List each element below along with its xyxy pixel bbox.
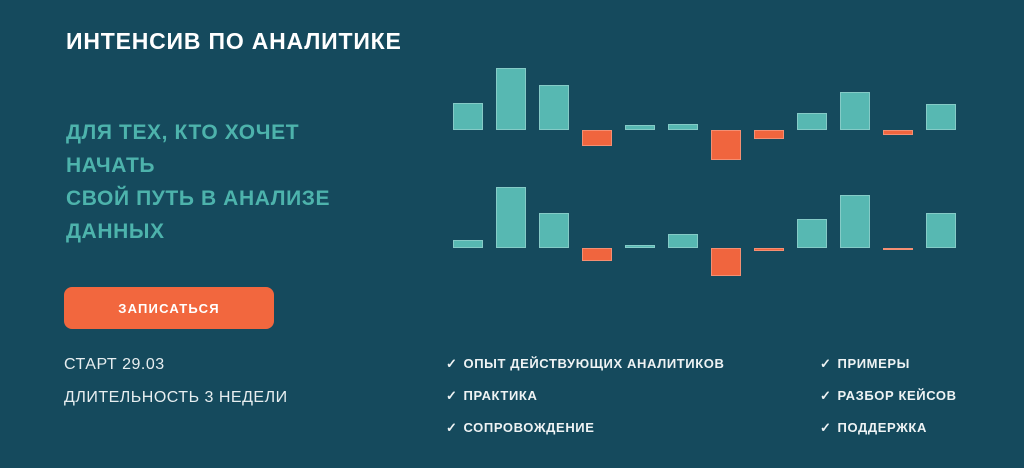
chart-bar: [797, 113, 827, 130]
feature-item: ✓ ОПЫТ ДЕЙСТВУЮЩИХ АНАЛИТИКОВ: [446, 357, 725, 370]
chart-bar: [711, 130, 741, 160]
feature-label: ПРАКТИКА: [463, 388, 538, 403]
subtitle-line: ДАННЫХ: [66, 220, 165, 243]
feature-label: РАЗБОР КЕЙСОВ: [837, 388, 957, 403]
chart-bar: [496, 187, 526, 248]
feature-label: ПРИМЕРЫ: [837, 356, 910, 371]
feature-label: ОПЫТ ДЕЙСТВУЮЩИХ АНАЛИТИКОВ: [463, 356, 725, 371]
subtitle-line: ДЛЯ ТЕХ, КТО ХОЧЕТ: [66, 121, 300, 144]
decorative-bar-chart: [449, 60, 974, 290]
subtitle-line: СВОЙ ПУТЬ В АНАЛИЗЕ: [66, 187, 331, 210]
chart-bar: [582, 248, 612, 261]
chart-bar: [883, 130, 913, 135]
start-date-text: СТАРТ 29.03: [64, 356, 165, 373]
chart-bar: [668, 234, 698, 248]
chart-bar: [453, 103, 483, 130]
chart-bar: [539, 85, 569, 130]
chart-bar: [668, 124, 698, 130]
chart-bar: [625, 245, 655, 248]
signup-button[interactable]: ЗАПИСАТЬСЯ: [64, 287, 274, 329]
page-title: ИНТЕНСИВ ПО АНАЛИТИКЕ: [66, 28, 402, 55]
chart-bar: [625, 125, 655, 130]
check-icon: ✓: [820, 420, 832, 435]
chart-bar: [840, 195, 870, 248]
chart-bar: [582, 130, 612, 146]
chart-bar: [453, 240, 483, 248]
check-icon: ✓: [446, 420, 458, 435]
check-icon: ✓: [820, 388, 832, 403]
feature-item: ✓ ПРАКТИКА: [446, 389, 725, 402]
check-icon: ✓: [446, 388, 458, 403]
subtitle-line: НАЧАТЬ: [66, 154, 156, 177]
feature-label: ПОДДЕРЖКА: [837, 420, 927, 435]
feature-item: ✓ СОПРОВОЖДЕНИЕ: [446, 421, 725, 434]
chart-bar: [754, 248, 784, 251]
chart-bar: [754, 130, 784, 139]
features-column-left: ✓ ОПЫТ ДЕЙСТВУЮЩИХ АНАЛИТИКОВ ✓ ПРАКТИКА ✓…: [446, 357, 725, 453]
feature-item: ✓ ПРИМЕРЫ: [820, 357, 957, 370]
feature-label: СОПРОВОЖДЕНИЕ: [463, 420, 595, 435]
features-column-right: ✓ ПРИМЕРЫ ✓ РАЗБОР КЕЙСОВ ✓ ПОДДЕРЖКА: [820, 357, 957, 453]
chart-bar: [883, 248, 913, 250]
check-icon: ✓: [446, 356, 458, 371]
feature-item: ✓ РАЗБОР КЕЙСОВ: [820, 389, 957, 402]
chart-bar: [926, 213, 956, 248]
chart-bar: [539, 213, 569, 248]
chart-bar: [797, 219, 827, 248]
duration-text: ДЛИТЕЛЬНОСТЬ 3 НЕДЕЛИ: [64, 389, 288, 406]
feature-item: ✓ ПОДДЕРЖКА: [820, 421, 957, 434]
chart-bar: [711, 248, 741, 276]
check-icon: ✓: [820, 356, 832, 371]
chart-bar: [926, 104, 956, 130]
chart-bar: [496, 68, 526, 130]
hero-subtitle: ДЛЯ ТЕХ, КТО ХОЧЕТ НАЧАТЬ СВОЙ ПУТЬ В АН…: [66, 116, 330, 248]
chart-bar: [840, 92, 870, 130]
